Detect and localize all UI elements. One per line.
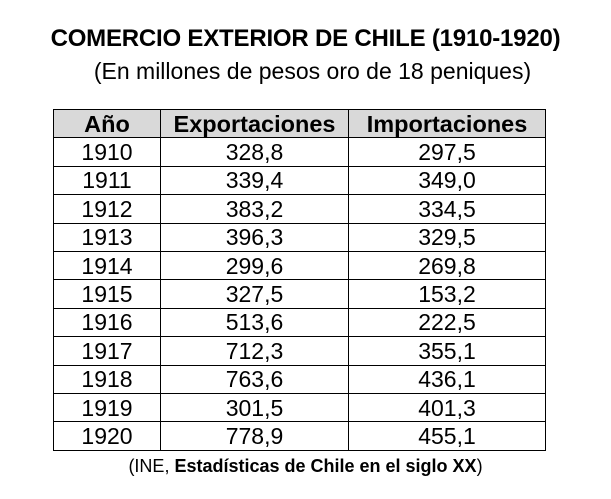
column-header-imports: Importaciones — [348, 108, 546, 139]
table-row: 1912 383,2 334,5 — [53, 194, 546, 224]
source-prefix: (INE, — [128, 456, 175, 476]
cell-year: 1919 — [53, 392, 161, 423]
cell-year: 1913 — [53, 222, 161, 252]
source-citation: (INE, Estadísticas de Chile en el siglo … — [0, 455, 611, 477]
document-subtitle: (En millones de pesos oro de 18 peniques… — [93, 58, 532, 84]
cell-imports: 269,8 — [348, 250, 546, 281]
cell-exports: 299,6 — [160, 250, 349, 281]
cell-exports: 327,5 — [160, 279, 349, 309]
cell-imports: 436,1 — [348, 364, 546, 394]
trade-table: Año Exportaciones Importaciones 1910 328,… — [53, 108, 546, 451]
cell-year: 1914 — [53, 250, 161, 281]
cell-exports: 763,6 — [160, 364, 349, 394]
cell-exports: 513,6 — [160, 307, 349, 338]
column-header-year: Año — [53, 108, 161, 139]
table-row: 1915 327,5 153,2 — [53, 279, 546, 309]
table-row: 1917 712,3 355,1 — [53, 336, 546, 366]
table-header-row: Año Exportaciones Importaciones — [53, 108, 546, 139]
table-body: 1910 328,8 297,5 1911 339,4 349,0 1912 383,2 334… — [53, 137, 546, 451]
cell-imports: 222,5 — [348, 307, 546, 338]
cell-exports: 328,8 — [160, 137, 349, 167]
cell-exports: 383,2 — [160, 194, 349, 224]
cell-imports: 401,3 — [348, 392, 546, 423]
cell-exports: 778,9 — [160, 421, 349, 451]
cell-year: 1916 — [53, 307, 161, 338]
table-row: 1914 299,6 269,8 — [53, 250, 546, 281]
table-row: 1918 763,6 436,1 — [53, 364, 546, 394]
source-title: Estadísticas de Chile en el siglo XX — [174, 456, 477, 476]
table-row: 1911 339,4 349,0 — [53, 165, 546, 196]
table-row: 1916 513,6 222,5 — [53, 307, 546, 338]
cell-imports: 355,1 — [348, 336, 546, 366]
cell-year: 1918 — [53, 364, 161, 394]
cell-imports: 455,1 — [348, 421, 546, 451]
cell-exports: 301,5 — [160, 392, 349, 423]
cell-imports: 297,5 — [348, 137, 546, 167]
cell-imports: 329,5 — [348, 222, 546, 252]
document-title: COMERCIO EXTERIOR DE CHILE (1910-1920) — [50, 25, 561, 52]
cell-exports: 396,3 — [160, 222, 349, 252]
table-row: 1913 396,3 329,5 — [53, 222, 546, 252]
table-row: 1910 328,8 297,5 — [53, 137, 546, 167]
source-suffix: ) — [476, 456, 483, 476]
cell-year: 1910 — [53, 137, 161, 167]
table-row: 1920 778,9 455,1 — [53, 421, 546, 451]
cell-year: 1912 — [53, 194, 161, 224]
cell-exports: 339,4 — [160, 165, 349, 196]
column-header-exports: Exportaciones — [160, 108, 349, 139]
cell-imports: 153,2 — [348, 279, 546, 309]
cell-year: 1917 — [53, 336, 161, 366]
table-row: 1919 301,5 401,3 — [53, 392, 546, 423]
cell-year: 1911 — [53, 165, 161, 196]
cell-year: 1915 — [53, 279, 161, 309]
cell-imports: 334,5 — [348, 194, 546, 224]
cell-imports: 349,0 — [348, 165, 546, 196]
cell-year: 1920 — [53, 421, 161, 451]
cell-exports: 712,3 — [160, 336, 349, 366]
